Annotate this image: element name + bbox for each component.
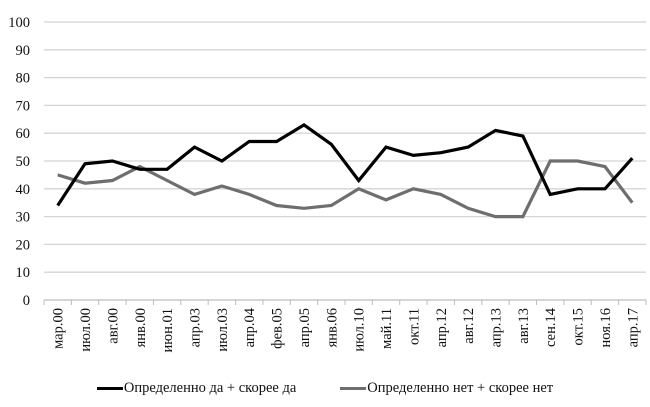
series-line-no [57,159,634,219]
legend-label-no: Определенно нет + скорее нет [367,379,554,396]
x-tick-label: авг.00 [105,308,121,344]
x-tick-label: апр.03 [188,308,204,347]
y-tick-label: 90 [16,43,31,59]
y-tick-label: 10 [16,265,31,281]
x-tick-label: окт.11 [406,308,422,345]
x-tick-label: апр.05 [297,308,313,347]
x-tick-label: ноя.16 [598,308,614,348]
y-tick-label: 0 [23,293,30,309]
legend-label-yes: Определенно да + скорее да [123,379,297,396]
legend-swatch-yes [96,386,123,390]
legend: Определенно да + скорее да Определенно н… [0,376,650,400]
x-tick-label: июл.10 [352,308,368,352]
x-tick-label: сен.14 [543,307,559,347]
x-axis: мар.00 июл.00 авг.00 янв.00 июн.01 апр.03 июл.… [43,299,647,352]
y-tick-label: 30 [16,210,31,226]
gridlines [44,21,646,273]
x-tick-label: апр.04 [242,307,258,347]
y-tick-label: 60 [16,126,31,142]
series-line-yes [56,122,634,207]
x-tick-label: апр.17 [625,308,641,347]
legend-item-no: Определенно нет + скорее нет [340,380,553,397]
x-tick-label: май.11 [379,308,395,349]
x-tick-label: янв.00 [133,308,149,347]
y-axis: 0 10 20 30 40 50 60 70 80 90 100 [8,15,30,309]
y-tick-label: 40 [16,182,31,198]
y-tick-label: 20 [16,237,31,253]
x-tick-label: июн.01 [160,308,176,352]
x-tick-label: июл.00 [78,308,94,352]
y-tick-label: 100 [8,15,30,31]
x-tick-label: авг.12 [461,308,477,344]
y-tick-label: 70 [16,98,31,114]
y-tick-label: 80 [16,71,31,87]
legend-swatch-no [340,386,367,390]
y-tick-label: 50 [16,154,31,170]
x-tick-label: янв.06 [324,308,340,347]
x-tick-label: мар.00 [51,308,67,349]
x-tick-label: авг.13 [516,308,532,344]
x-tick-label: апр.13 [489,308,505,347]
x-tick-label: окт.15 [571,308,587,345]
legend-item-yes: Определенно да + скорее да [96,379,297,397]
x-tick-label: июл.03 [215,308,231,352]
x-tick-label: апр.12 [434,308,450,347]
x-tick-label: фев.05 [270,308,286,349]
series-lines [56,122,634,219]
